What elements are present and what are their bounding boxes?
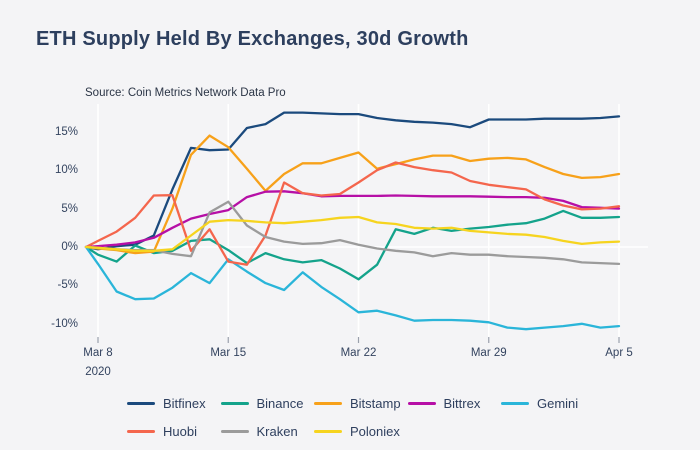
legend-label: Bitfinex xyxy=(163,396,206,411)
y-axis-label: -5% xyxy=(57,279,78,292)
legend-swatch-icon xyxy=(501,401,529,406)
x-axis-year-label: 2020 xyxy=(85,366,111,378)
legend-item-bittrex[interactable]: Bittrex xyxy=(407,396,502,411)
legend-item-kraken[interactable]: Kraken xyxy=(220,424,315,439)
legend-swatch-icon xyxy=(314,401,342,406)
legend-swatch-icon xyxy=(407,401,436,406)
x-axis-label: Mar 29 xyxy=(470,347,507,359)
legend-swatch-icon xyxy=(314,429,342,434)
source-note: Source: Coin Metrics Network Data Pro xyxy=(85,87,286,99)
x-axis-label: Mar 8 xyxy=(83,347,113,359)
legend-swatch-icon xyxy=(127,429,155,434)
legend-item-binance[interactable]: Binance xyxy=(220,396,315,411)
series-line-bitstamp xyxy=(84,134,621,255)
y-axis-label: -10% xyxy=(51,317,78,330)
y-axis-label: 10% xyxy=(54,164,78,177)
series-line-poloniex xyxy=(84,215,621,252)
legend-label: Poloniex xyxy=(350,424,400,439)
x-axis-label: Apr 5 xyxy=(605,347,633,359)
x-axis-label: Mar 15 xyxy=(210,347,247,359)
x-axis-label: Mar 22 xyxy=(340,347,377,359)
y-axis-label: 15% xyxy=(54,125,78,138)
legend-label: Huobi xyxy=(163,424,197,439)
legend-item-huobi[interactable]: Huobi xyxy=(127,424,221,439)
y-axis-label: 5% xyxy=(61,202,78,215)
series-line-kraken xyxy=(84,200,621,266)
page-title: ETH Supply Held By Exchanges, 30d Growth xyxy=(36,28,469,50)
legend-item-bitfinex[interactable]: Bitfinex xyxy=(127,396,221,411)
series-line-binance xyxy=(84,209,621,281)
legend-swatch-icon xyxy=(127,401,155,406)
series-line-bittrex xyxy=(84,190,621,249)
y-axis-label: 0% xyxy=(61,241,78,253)
series-line-gemini xyxy=(84,245,621,331)
series-line-huobi xyxy=(84,161,621,266)
legend-item-poloniex[interactable]: Poloniex xyxy=(314,424,408,439)
legend-label: Bittrex xyxy=(443,396,481,411)
legend-swatch-icon xyxy=(220,401,249,406)
legend-swatch-icon xyxy=(220,429,249,434)
legend-label: Kraken xyxy=(256,424,298,439)
legend-label: Gemini xyxy=(537,396,579,411)
series-line-bitfinex xyxy=(84,111,621,251)
legend-item-bitstamp[interactable]: Bitstamp xyxy=(314,396,408,411)
legend-label: Bitstamp xyxy=(350,396,401,411)
legend-label: Binance xyxy=(256,396,304,411)
chart-legend: Bitfinex Binance Bitstamp Bittrex Gemini Huob… xyxy=(127,396,607,439)
legend-item-gemini[interactable]: Gemini xyxy=(501,396,595,411)
